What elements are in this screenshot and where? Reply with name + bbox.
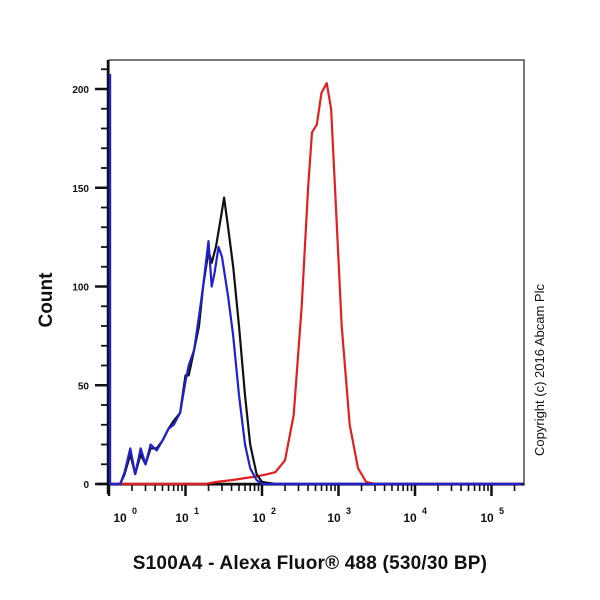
x-tick-label: 10 2 xyxy=(252,506,276,525)
svg-text:10: 10 xyxy=(327,511,341,525)
y-tick-label: 50 xyxy=(78,381,90,392)
y-axis: 0 50 100 150 200 xyxy=(72,60,110,494)
copyright-notice: Copyright (c) 2016 Abcam Plc xyxy=(532,284,547,456)
series-line-2 xyxy=(110,81,522,486)
svg-text:10: 10 xyxy=(403,511,417,525)
svg-text:1: 1 xyxy=(194,506,199,516)
x-tick-label: 10 0 xyxy=(113,506,137,525)
x-tick-label: 10 1 xyxy=(175,506,199,525)
x-tick-label: 10 4 xyxy=(403,506,427,525)
svg-text:3: 3 xyxy=(346,506,351,516)
svg-text:10: 10 xyxy=(175,511,189,525)
svg-text:10: 10 xyxy=(113,511,127,525)
svg-text:10: 10 xyxy=(252,511,266,525)
svg-text:0: 0 xyxy=(132,506,137,516)
y-tick-label: 0 xyxy=(83,480,89,491)
x-tick-label: 10 5 xyxy=(480,506,504,525)
svg-text:4: 4 xyxy=(422,506,427,516)
x-axis: 10 0 10 1 10 2 10 3 10 4 10 5 xyxy=(97,482,524,525)
y-axis-label: Count xyxy=(36,272,57,328)
y-tick-label: 150 xyxy=(72,184,89,195)
x-axis-label: S100A4 - Alexa Fluor® 488 (530/30 BP) xyxy=(132,553,488,574)
svg-text:2: 2 xyxy=(271,506,276,516)
svg-text:5: 5 xyxy=(499,506,504,516)
y-tick-label: 200 xyxy=(72,85,89,96)
y-tick-label: 100 xyxy=(72,283,89,294)
series-layer xyxy=(108,74,522,486)
x-tick-label: 10 3 xyxy=(327,506,351,525)
svg-text:10: 10 xyxy=(480,511,494,525)
series-line-1 xyxy=(108,74,522,486)
